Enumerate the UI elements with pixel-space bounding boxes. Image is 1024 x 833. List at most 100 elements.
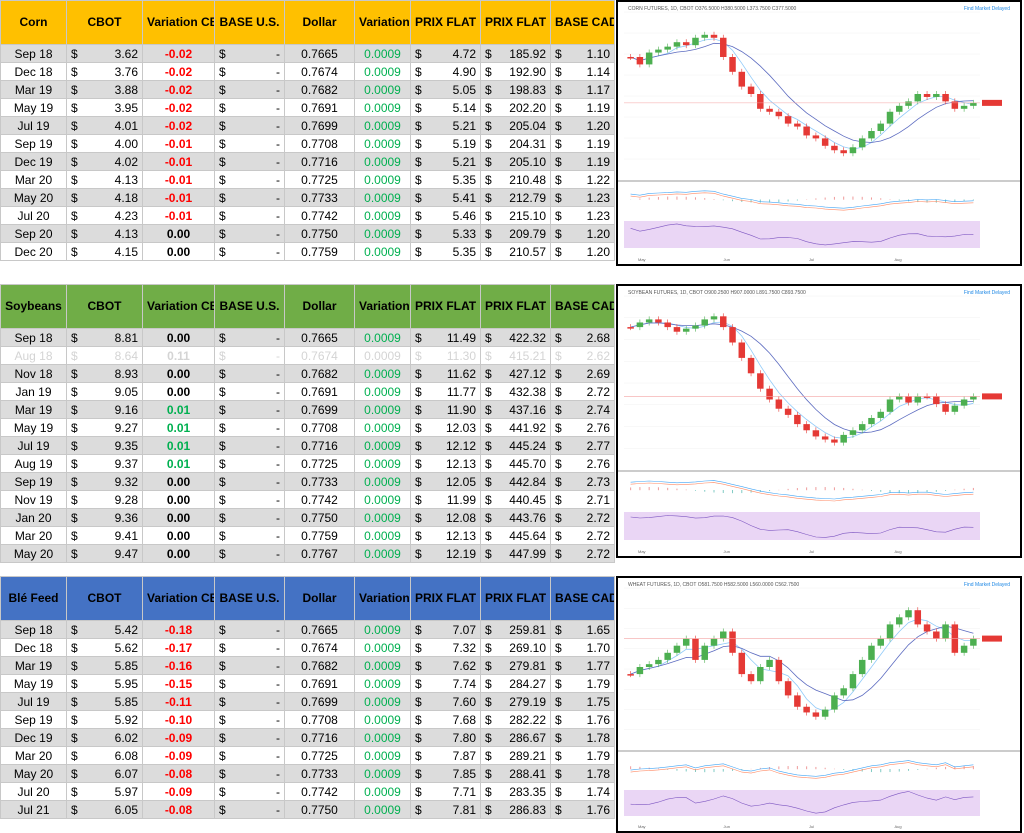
currency-symbol: $ (555, 100, 562, 115)
currency-symbol: $ (485, 438, 492, 453)
ble-feed-chart[interactable]: WHEAT FUTURES, 1D, CBOT O581.7500 H582.5… (616, 576, 1022, 833)
candle (960, 645, 968, 653)
candle (858, 138, 866, 148)
prix-bu-cell: $5.14 (410, 98, 481, 117)
currency-symbol: $ (71, 172, 78, 187)
month-cell: Sep 18 (0, 620, 67, 639)
candle (692, 37, 699, 46)
cell-value: 1.20 (586, 118, 610, 133)
currency-symbol: $ (415, 402, 422, 417)
cell-value: 1.70 (586, 640, 610, 655)
cell-value: 1.14 (586, 64, 610, 79)
currency-symbol: $ (485, 420, 492, 435)
currency-symbol: $ (71, 546, 78, 561)
cell-value: 286.83 (509, 802, 546, 817)
cell-value: 269.10 (509, 640, 546, 655)
dollar-cell: 0.7767 (284, 544, 355, 563)
soybeans-chart[interactable]: SOYBEAN FUTURES, 1D, CBOT O900.2500 H907… (616, 284, 1022, 558)
cell-value: 1.78 (586, 766, 610, 781)
candle (960, 105, 968, 109)
currency-symbol: $ (555, 640, 562, 655)
cell-value: 5.41 (452, 190, 476, 205)
month-axis-label: Jun (724, 257, 730, 262)
macd-bar (694, 197, 696, 200)
currency-symbol: $ (219, 402, 226, 417)
macd-bar (852, 488, 854, 491)
macd-line (630, 760, 974, 777)
variation-cbot-cell: 0.00 (142, 508, 215, 527)
dollar-cell: 0.7750 (284, 508, 355, 527)
prix-mt-cell: $440.45 (480, 490, 551, 509)
candle (729, 57, 736, 72)
cell-value: 12.13 (445, 456, 476, 471)
currency-symbol: $ (555, 330, 562, 345)
macd-bar (639, 198, 641, 200)
macd-line (630, 762, 974, 779)
cell-value: - (276, 640, 280, 655)
cell-value: 9.16 (114, 402, 138, 417)
month-cell: Jul 21 (0, 800, 67, 819)
candle (645, 664, 653, 667)
prix-mt-cell: $215.10 (480, 206, 551, 225)
currency-symbol: $ (555, 784, 562, 799)
base-us-cell: $ - (214, 508, 285, 527)
currency-symbol: $ (415, 658, 422, 673)
currency-symbol: $ (555, 802, 562, 817)
dollar-cell: 0.7674 (284, 346, 355, 365)
macd-bar (972, 487, 974, 491)
base-cad-cell: $2.71 (550, 490, 615, 509)
month-axis-label: Jun (724, 549, 730, 554)
candle (720, 631, 727, 639)
month-cell: Jul 20 (0, 782, 67, 801)
macd-bar (630, 766, 632, 770)
currency-symbol: $ (71, 802, 78, 817)
variation-cbot-cell: 0.00 (142, 364, 215, 383)
macd-bar (815, 487, 817, 491)
prix-mt-cell: $269.10 (480, 638, 551, 657)
cell-value: - (276, 694, 280, 709)
column-header: PRIX FLAT CDN$ / BU. (410, 0, 481, 45)
month-axis-label: Jul (809, 549, 814, 554)
base-cad-cell: $1.23 (550, 206, 615, 225)
prix-bu-cell: $7.85 (410, 764, 481, 783)
cbot-cell: $4.01 (66, 116, 143, 135)
cell-value: - (276, 784, 280, 799)
dollar-cell: 0.7682 (284, 364, 355, 383)
cell-value: 9.28 (114, 492, 138, 507)
macd-bar (759, 767, 761, 770)
macd-bar (954, 489, 956, 491)
prix-mt-cell: $283.35 (480, 782, 551, 801)
variation-dollar-cell: 0.0009 (354, 544, 411, 563)
month-cell: May 20 (0, 544, 67, 563)
currency-symbol: $ (555, 348, 562, 363)
column-header: Variation CBOT (142, 284, 215, 329)
candle (942, 404, 949, 412)
cell-value: 2.72 (586, 528, 610, 543)
macd-bar (824, 487, 826, 491)
variation-dollar-cell: 0.0009 (354, 44, 411, 63)
cell-value: 12.05 (445, 474, 476, 489)
cell-value: 5.85 (114, 694, 138, 709)
table-row: Jul 20 $5.97 -0.09 $ -0.7742 0.0009 $7.71 $283.… (0, 782, 615, 801)
corn-chart[interactable]: CORN FUTURES, 1D, CBOT O376.5000 H380.50… (616, 0, 1022, 266)
macd-bar (796, 488, 798, 491)
cell-value: 1.19 (586, 136, 610, 151)
table-row: Jan 20 $9.36 0.00 $ -0.7750 0.0009 $12.08 $443.… (0, 508, 615, 527)
cell-value: 7.07 (452, 622, 476, 637)
dollar-cell: 0.7725 (284, 170, 355, 189)
currency-symbol: $ (415, 622, 422, 637)
column-header: Dollar (284, 284, 355, 329)
cbot-cell: $8.81 (66, 328, 143, 347)
macd-bar (917, 199, 919, 203)
cell-value: 1.79 (586, 748, 610, 763)
cell-value: 11.90 (446, 402, 476, 417)
currency-symbol: $ (415, 766, 422, 781)
base-cad-cell: $1.19 (550, 152, 615, 171)
variation-cbot-cell: -0.18 (142, 620, 215, 639)
base-us-cell: $ - (214, 656, 285, 675)
month-cell: Sep 19 (0, 134, 67, 153)
cell-value: - (276, 172, 280, 187)
currency-symbol: $ (415, 510, 422, 525)
